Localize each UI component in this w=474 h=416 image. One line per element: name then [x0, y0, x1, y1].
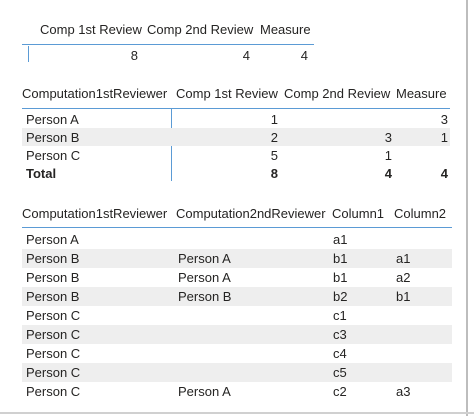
- cell-column2: b1: [396, 289, 411, 304]
- cell-column1: b1: [333, 251, 348, 266]
- header-computation-1st-reviewer[interactable]: Computation1stReviewer: [22, 206, 168, 221]
- summary-table-header: Comp 1st Review Comp 2nd Review Measure: [22, 18, 314, 43]
- cell-column2: a1: [396, 251, 411, 266]
- header-comp-1st-review[interactable]: Comp 1st Review: [176, 86, 278, 101]
- cell-reviewer-1: Person B: [26, 289, 80, 304]
- total-row: Total 8 4 4: [22, 164, 450, 182]
- cell-comp-2nd-review: 1: [384, 148, 392, 163]
- table-row: Person B 2 3 1: [22, 128, 450, 146]
- cell-reviewer-2: Person A: [178, 384, 231, 399]
- cell-comp-1st-review: 8: [130, 48, 138, 63]
- total-comp-1st-review: 8: [270, 166, 278, 181]
- matrix-table-header: Computation1stReviewer Comp 1st Review C…: [22, 82, 450, 106]
- cell-reviewer-2: Person B: [178, 289, 232, 304]
- cell-column1: c5: [333, 365, 347, 380]
- window-bottom-border: [0, 412, 474, 414]
- cell-column1: c4: [333, 346, 347, 361]
- cell-column1: c2: [333, 384, 347, 399]
- table-row: Person B Person A b1 a1: [22, 249, 452, 268]
- cell-reviewer-2: Person A: [178, 270, 231, 285]
- header-column2[interactable]: Column2: [394, 206, 447, 221]
- cell-comp-1st-review: 1: [270, 112, 278, 127]
- cell-reviewer-2: Person A: [178, 251, 231, 266]
- header-column1[interactable]: Column1: [332, 206, 385, 221]
- cell-column1: c3: [333, 327, 347, 342]
- cell-reviewer: Person C: [26, 148, 81, 163]
- cell-reviewer-1: Person C: [26, 327, 81, 342]
- column-divider: [28, 46, 29, 62]
- summary-table[interactable]: Comp 1st Review Comp 2nd Review Measure …: [22, 18, 314, 63]
- table-row: Person A a1: [22, 230, 452, 249]
- cell-comp-2nd-review: 3: [384, 130, 392, 145]
- header-comp-2nd-review[interactable]: Comp 2nd Review: [147, 22, 254, 37]
- header-measure[interactable]: Measure: [260, 22, 311, 37]
- table-row: Person C Person A c2 a3: [22, 382, 452, 401]
- cell-reviewer: Person B: [26, 130, 80, 145]
- cell-comp-1st-review: 5: [270, 148, 278, 163]
- cell-column2: a2: [396, 270, 411, 285]
- table-row: Person B Person A b1 a2: [22, 268, 452, 287]
- header-computation-2nd-reviewer[interactable]: Computation2ndReviewer: [176, 206, 326, 221]
- cell-reviewer-1: Person B: [26, 251, 80, 266]
- header-comp-1st-review[interactable]: Comp 1st Review: [40, 22, 142, 37]
- table-row: Person C c4: [22, 344, 452, 363]
- header-measure[interactable]: Measure: [396, 86, 447, 101]
- detail-table-header: Computation1stReviewer Computation2ndRev…: [22, 200, 452, 224]
- cell-reviewer-1: Person C: [26, 308, 81, 323]
- header-computation-1st-reviewer[interactable]: Computation1stReviewer: [22, 86, 168, 101]
- cell-column1: a1: [333, 232, 348, 247]
- header-divider: [22, 108, 450, 109]
- header-divider: [22, 227, 452, 228]
- cell-reviewer-1: Person C: [26, 384, 81, 399]
- total-measure: 4: [440, 166, 448, 181]
- cell-comp-1st-review: 2: [270, 130, 278, 145]
- window-right-border: [466, 0, 468, 416]
- cell-reviewer-1: Person C: [26, 365, 81, 380]
- table-row: Person C 5 1: [22, 146, 450, 164]
- total-comp-2nd-review: 4: [384, 166, 392, 181]
- cell-column1: b1: [333, 270, 348, 285]
- cell-reviewer-1: Person A: [26, 232, 79, 247]
- table-row: Person C c5: [22, 363, 452, 382]
- cell-comp-2nd-review: 4: [242, 48, 250, 63]
- header-comp-2nd-review[interactable]: Comp 2nd Review: [284, 86, 391, 101]
- cell-reviewer: Person A: [26, 112, 79, 127]
- header-divider: [22, 44, 314, 45]
- total-label: Total: [26, 166, 57, 181]
- cell-reviewer-1: Person B: [26, 270, 80, 285]
- cell-column1: c1: [333, 308, 347, 323]
- table-row: Person C c1: [22, 306, 452, 325]
- table-row: Person A 1 3: [22, 110, 450, 128]
- table-row: 8 4 4: [22, 46, 314, 64]
- cell-measure: 4: [300, 48, 308, 63]
- table-row: Person B Person B b2 b1: [22, 287, 452, 306]
- cell-reviewer-1: Person C: [26, 346, 81, 361]
- cell-column1: b2: [333, 289, 348, 304]
- cell-measure: 1: [440, 130, 448, 145]
- cell-column2: a3: [396, 384, 411, 399]
- cell-measure: 3: [440, 112, 448, 127]
- table-row: Person C c3: [22, 325, 452, 344]
